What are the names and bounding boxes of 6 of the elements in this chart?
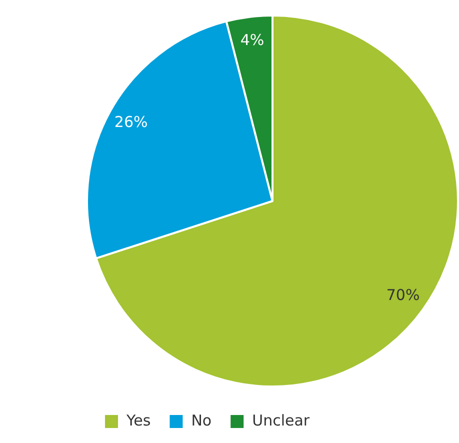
legend-label: Unclear xyxy=(252,411,310,430)
data-label: 70% xyxy=(386,286,420,304)
data-label: 4% xyxy=(240,30,264,49)
legend-label: No xyxy=(191,411,212,430)
data-label: 26% xyxy=(114,113,148,132)
legend-label: Yes xyxy=(126,411,151,430)
